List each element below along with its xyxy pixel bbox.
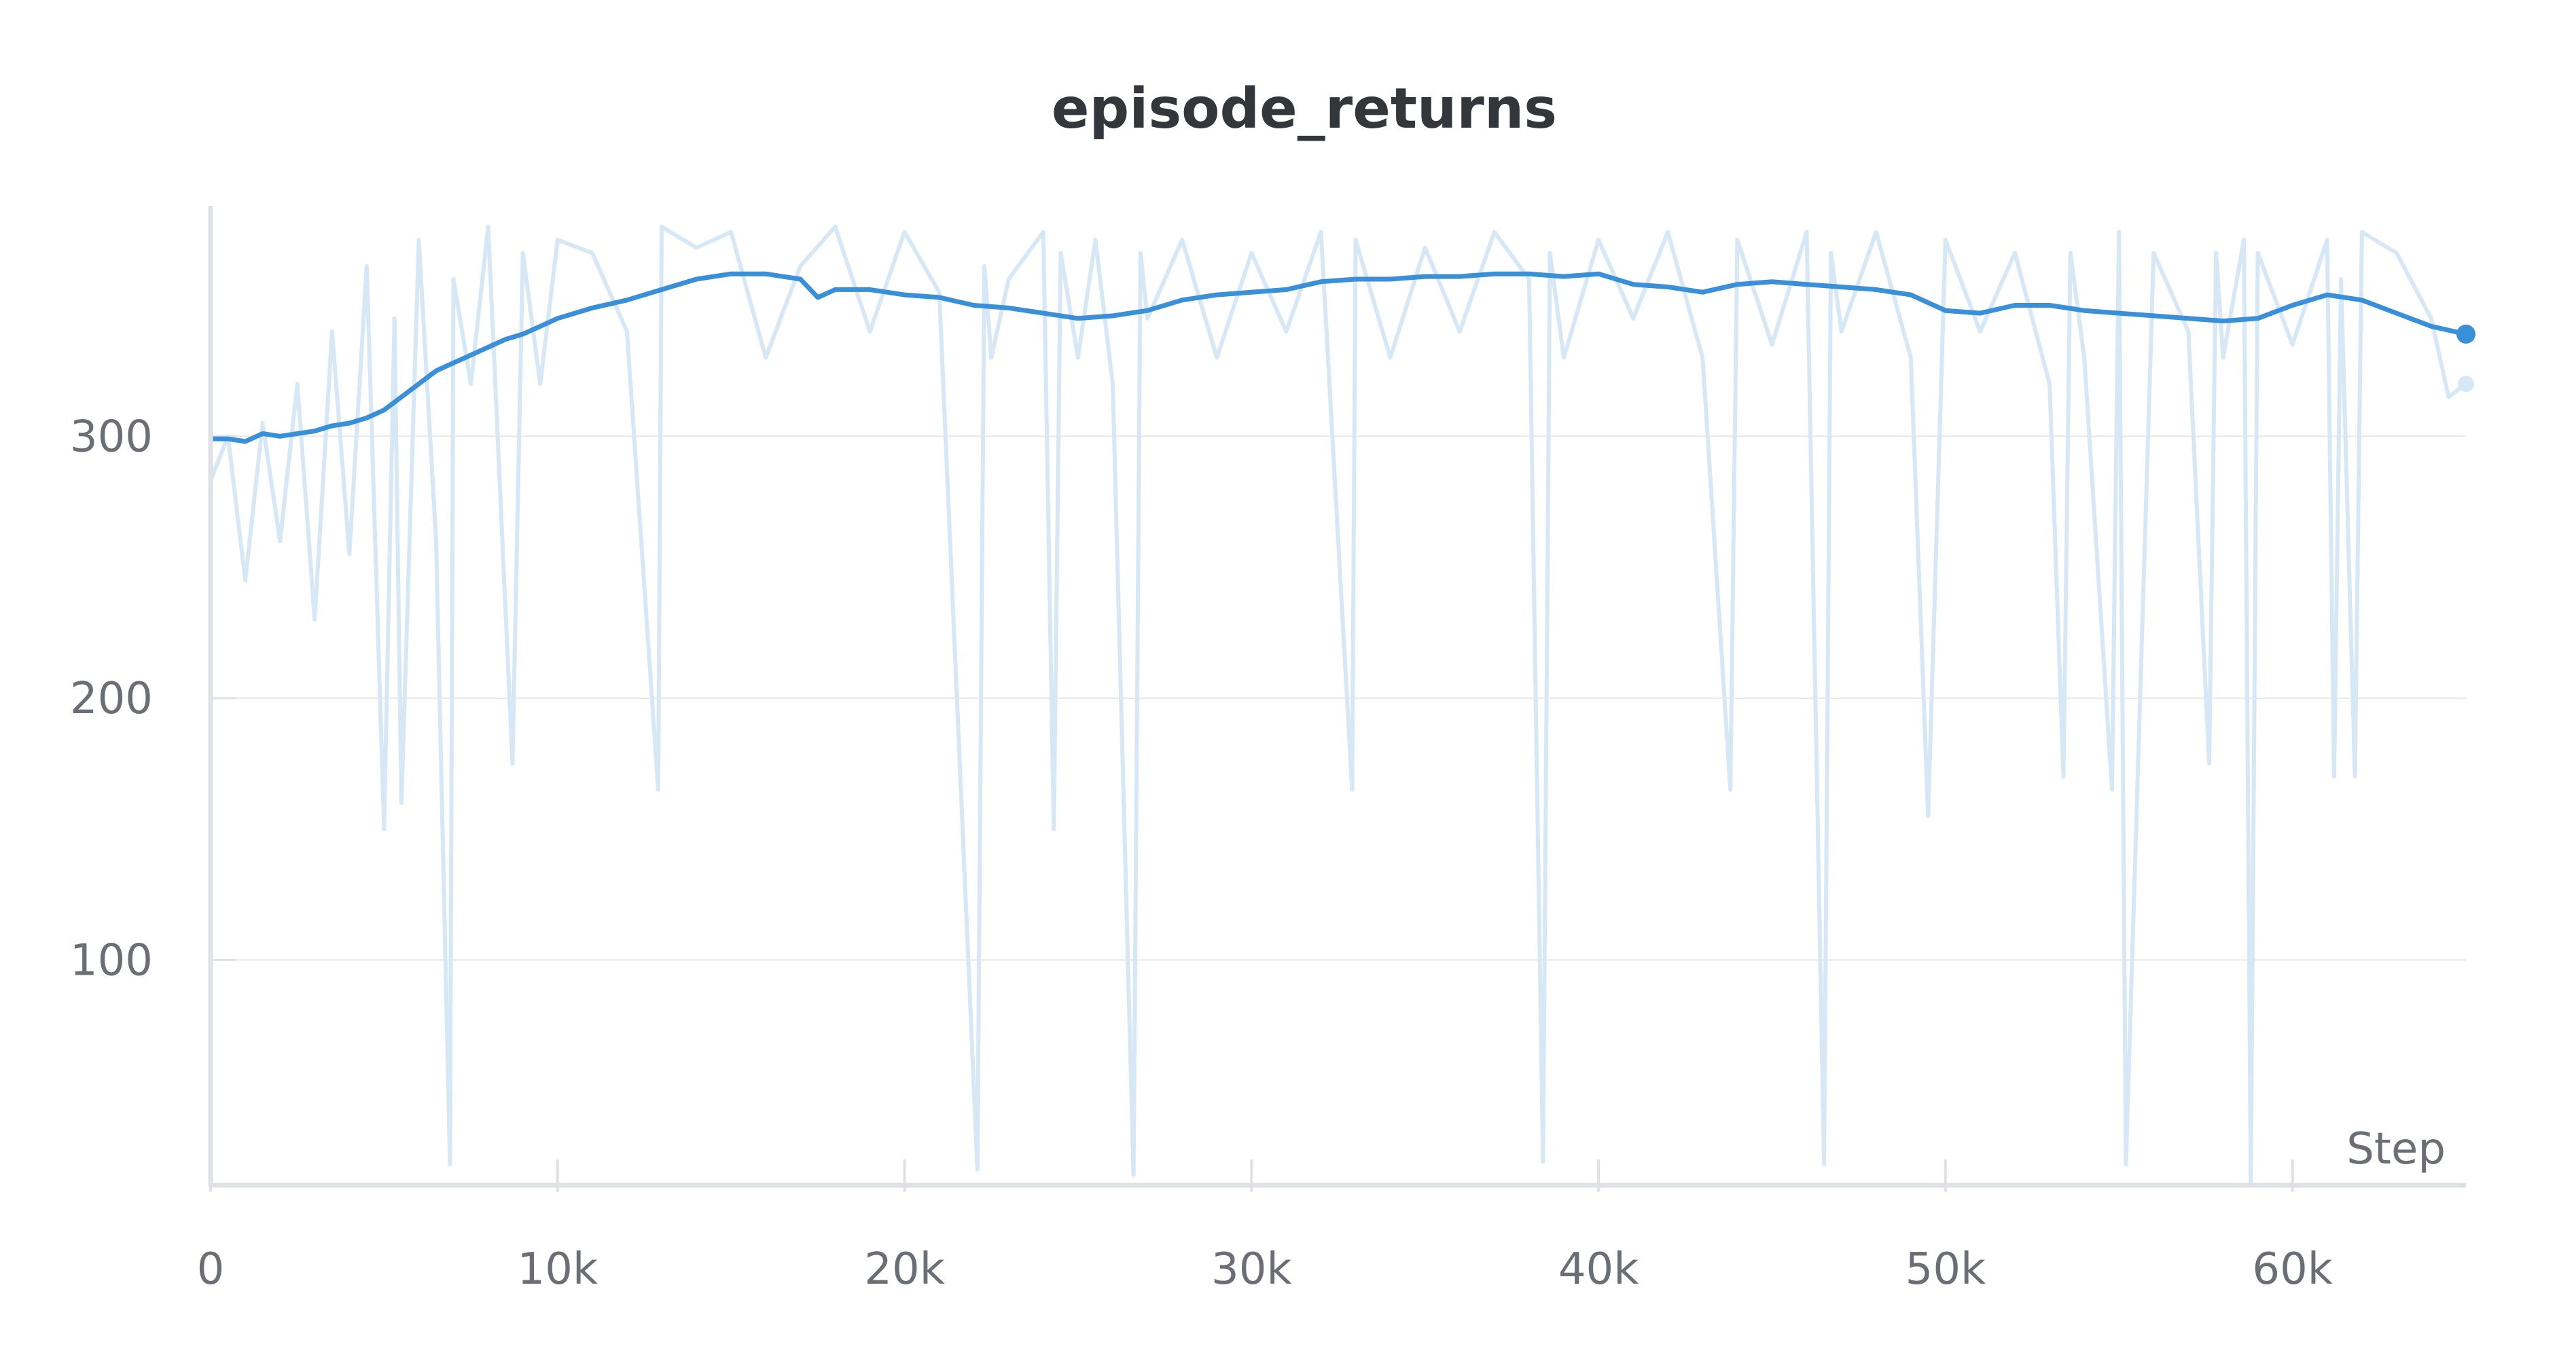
- chart-title: episode_returns: [1052, 77, 1557, 141]
- y-tick-label-1: 200: [70, 674, 153, 724]
- axes: [208, 206, 2466, 1192]
- x-tick-label-2: 20k: [864, 1244, 945, 1295]
- x-axis-label: Step: [2346, 1124, 2446, 1174]
- tick-labels: 100 200 300 0 10k 20k 30k 40k 50k 60k: [70, 412, 2333, 1295]
- smoothed-series-line: [211, 271, 2467, 444]
- raw-series-line: [209, 224, 2467, 1185]
- raw-series: [209, 224, 2474, 1185]
- smoothed-series-end-point: [2456, 324, 2475, 344]
- raw-series-end-point: [2458, 376, 2474, 393]
- smoothed-series: [211, 271, 2475, 444]
- x-tick-label-1: 10k: [518, 1244, 598, 1295]
- x-tick-label-6: 60k: [2252, 1244, 2333, 1295]
- x-tick-label-5: 50k: [1906, 1244, 1986, 1295]
- y-tick-label-2: 300: [70, 412, 153, 462]
- x-tick-label-0: 0: [197, 1244, 225, 1295]
- x-tick-label-3: 30k: [1211, 1244, 1292, 1295]
- y-tick-label-0: 100: [70, 935, 153, 986]
- x-tick-label-4: 40k: [1558, 1244, 1639, 1295]
